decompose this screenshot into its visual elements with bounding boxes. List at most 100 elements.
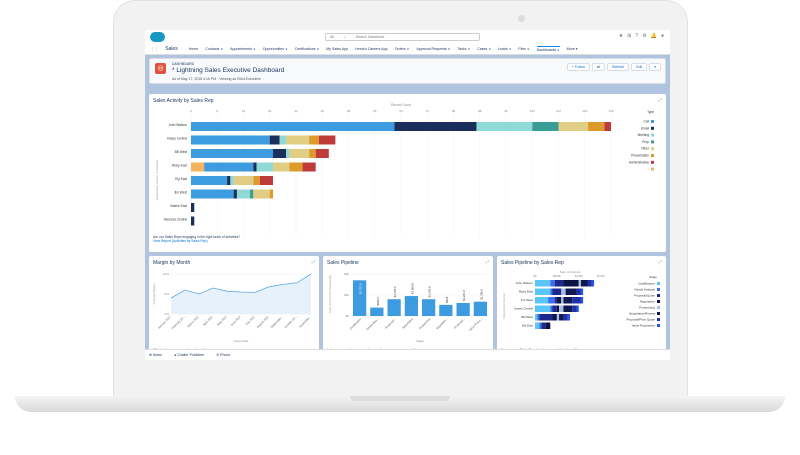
expand-icon[interactable]: ⤢ xyxy=(658,259,662,264)
x-tick-label: 72 xyxy=(426,109,430,113)
nav-item[interactable]: Opportunities ∨ xyxy=(262,47,288,51)
search-input[interactable]: All ⌕ Search Salesforce xyxy=(325,33,480,41)
y-tick-label: Ricky East xyxy=(519,290,533,294)
x-tick-label: 112 xyxy=(556,109,561,113)
bar-segment xyxy=(537,314,540,321)
bar-segment xyxy=(535,280,551,287)
phone-button[interactable]: ✆ Phone xyxy=(216,353,231,357)
x-tick-label: May 2017 xyxy=(216,315,228,327)
header-kicker: DASHBOARD xyxy=(172,62,195,66)
nav-item[interactable]: Dashboards ∨ xyxy=(536,46,560,52)
bar-segment xyxy=(236,189,251,199)
bar-segment xyxy=(572,297,581,304)
nav-item[interactable]: Orders ∨ xyxy=(394,47,410,51)
expand-icon[interactable]: ⤢ xyxy=(485,259,489,264)
gear-icon[interactable]: ⚙ xyxy=(642,33,647,39)
nav-item[interactable]: My Sales App xyxy=(326,47,349,51)
avatar[interactable]: ● xyxy=(660,33,664,39)
pipeline-chart: $0 $1k $2k $2,727.8 Qualification $699.3 Needs… xyxy=(328,272,489,343)
nav-item[interactable]: Heroku Careers App xyxy=(355,47,388,51)
legend-swatch xyxy=(651,133,654,137)
card-title: Margin by Month xyxy=(153,260,191,266)
bar-segment xyxy=(578,280,581,287)
x-tick-label: Qualification xyxy=(349,317,363,331)
nav-item[interactable]: Certifications ∨ xyxy=(294,47,320,51)
x-tick-label: 88 xyxy=(478,109,482,113)
dashboard-icon: ◎ xyxy=(155,63,166,74)
bar xyxy=(387,299,401,316)
bar-segment xyxy=(563,305,573,312)
bar-segment xyxy=(552,314,557,321)
bar-segment xyxy=(191,122,395,131)
dashboard-header: ◎ DASHBOARD * Lightning Sales Executive … xyxy=(149,58,666,84)
legend-swatch xyxy=(651,160,654,164)
bar-segment xyxy=(580,288,584,295)
bar-segment xyxy=(532,122,559,131)
x-tick-label: $1.5M xyxy=(597,274,605,278)
chatter-publisher-button[interactable]: ● Chatter Publisher xyxy=(174,353,205,357)
bar-segment xyxy=(259,176,274,185)
x-tick-label: July 2017 xyxy=(244,315,256,327)
bell-icon[interactable]: 🔔 xyxy=(650,33,657,39)
x-tick-label: 64 xyxy=(399,109,403,113)
salesforce-logo[interactable] xyxy=(150,32,165,42)
nav-item[interactable]: Home xyxy=(188,47,199,51)
bar-segment xyxy=(550,288,553,295)
bar-segment xyxy=(289,149,310,158)
refresh-button[interactable]: Refresh xyxy=(606,63,630,71)
data-label: $1,345.5 xyxy=(393,286,397,297)
bar-segment xyxy=(556,305,560,312)
bar xyxy=(456,302,470,316)
card-title: Sales Pipeline xyxy=(327,260,359,266)
more-button[interactable]: ▾ xyxy=(649,63,661,71)
search-scope[interactable]: All xyxy=(330,35,334,39)
nav-item[interactable]: Tasks ∨ xyxy=(457,47,471,51)
pipeline-rep-chart: Sum of Amount $0 $500k $1.0M $1.5M John Watso… xyxy=(502,270,660,329)
bar-segment xyxy=(541,322,546,329)
bar-segment xyxy=(191,203,195,212)
expand-icon[interactable]: ⤢ xyxy=(311,259,315,264)
y-tick-label: $1k xyxy=(344,293,349,297)
favorites-icon[interactable]: ★ xyxy=(618,33,624,39)
x-tick-label: 80 xyxy=(452,109,456,113)
view-report-link[interactable]: View Report (Activities by Sales Rep) xyxy=(153,239,208,243)
bar xyxy=(473,301,487,316)
legend-label: Prospecting xyxy=(639,306,655,310)
y-axis-title: Average Margin xyxy=(152,283,156,304)
edit-button[interactable]: Edit xyxy=(631,63,648,71)
camera xyxy=(518,15,525,22)
expand-icon[interactable]: ⤢ xyxy=(658,97,662,102)
bar-segment xyxy=(233,189,237,199)
nav-item[interactable]: More ▾ xyxy=(566,47,578,51)
app-launcher-icon[interactable]: ⋮⋮ xyxy=(151,47,159,51)
pipeline-card: Sales Pipeline ⤢ $0 $1k $2k $2,727.8 Qualific… xyxy=(323,256,493,356)
global-header: All ⌕ Search Salesforce ★ ⊞? ⚙ 🔔 ● xyxy=(145,30,670,44)
bar-segment xyxy=(253,189,270,199)
page-subtitle: As of May 17, 2018 4:16 PM · Viewing as … xyxy=(172,77,261,81)
share-button[interactable]: ⇄ xyxy=(592,63,605,71)
legend-swatch xyxy=(657,306,660,309)
x-tick-label: Negotiation xyxy=(401,317,414,330)
nav-item[interactable]: Contacts ∨ xyxy=(205,47,224,51)
follow-button[interactable]: + Follow xyxy=(566,63,590,71)
bar-segment xyxy=(556,314,560,321)
notes-button[interactable]: ⊕ Notes xyxy=(149,353,163,357)
y-tick-label: Ely East xyxy=(175,177,187,181)
legend-label: Meeting xyxy=(638,133,650,137)
bar-segment xyxy=(561,288,566,295)
nav-item[interactable]: Files ∨ xyxy=(518,47,530,51)
bar-segment xyxy=(591,280,595,287)
bar-segment xyxy=(191,149,274,158)
nav-item[interactable]: Leads ∨ xyxy=(497,47,512,51)
help-icon[interactable]: ? xyxy=(635,33,639,39)
x-tick-label: Needs Ana... xyxy=(365,317,379,331)
nav-item[interactable]: Cases ∨ xyxy=(477,47,491,51)
legend-label: Administrative xyxy=(629,160,649,164)
x-tick-label: Value Propo... xyxy=(468,317,483,332)
x-axis-title: Sum of Amount xyxy=(560,270,581,274)
bar-segment xyxy=(558,122,589,131)
nav-item[interactable]: Appointments ∨ xyxy=(230,47,256,51)
add-icon[interactable]: ⊞ xyxy=(627,33,632,39)
nav-item[interactable]: Approval Requests ∨ xyxy=(416,47,451,51)
bar-segment xyxy=(535,314,538,321)
